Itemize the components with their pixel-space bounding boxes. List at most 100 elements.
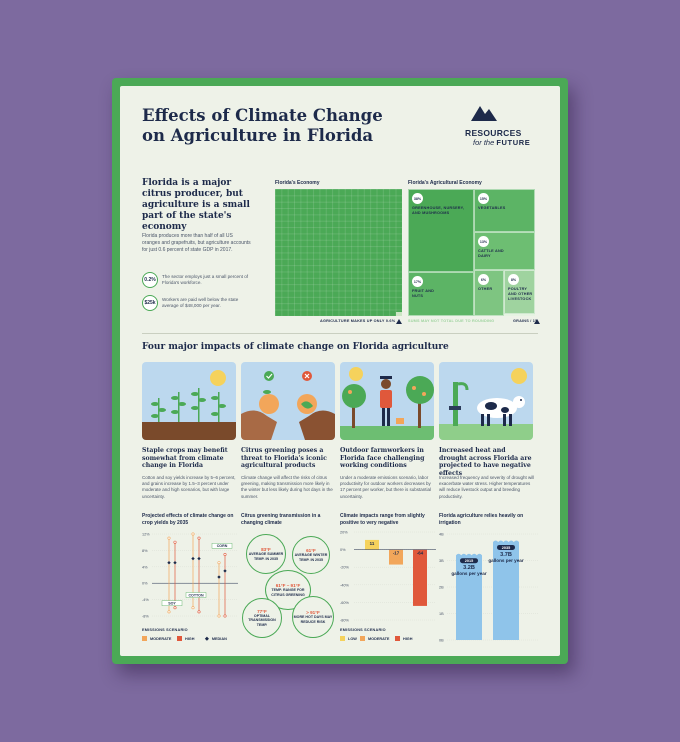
y-tick-label: 8% bbox=[142, 549, 148, 553]
range-end bbox=[197, 536, 201, 540]
low-swatch bbox=[340, 636, 345, 641]
triangle-up-icon bbox=[534, 319, 540, 324]
y-tick-label: 20% bbox=[340, 531, 348, 535]
year-label: 2015 bbox=[465, 559, 473, 563]
labor-legend-moderate: MODERATE bbox=[360, 636, 389, 641]
column-body: Cotton and soy yields increase by 5–6 pe… bbox=[142, 475, 236, 499]
drought-illustration bbox=[439, 362, 533, 440]
y-tick-label: 12% bbox=[142, 533, 150, 537]
column-subheading: Florida agriculture relies heavily on ir… bbox=[439, 513, 524, 526]
bar-value-label: 3.7B bbox=[500, 552, 512, 558]
mountain-icon bbox=[471, 106, 497, 121]
crop-legend-high: HIGH bbox=[177, 636, 195, 641]
column-body: Under a moderate emissions scenario, lab… bbox=[340, 475, 432, 499]
agriculture-share-square bbox=[396, 312, 402, 316]
economy-label: Florida's Economy bbox=[275, 180, 320, 186]
economy-note: AGRICULTURE MAKES UP ONLY 0.6% bbox=[320, 319, 396, 323]
labor-legend-high: HIGH bbox=[395, 636, 413, 641]
poster: Effects of Climate Change on Agriculture… bbox=[120, 86, 560, 656]
bar-value-label: 11 bbox=[370, 541, 375, 546]
range-end bbox=[167, 610, 171, 614]
ag-badge: 6% bbox=[478, 274, 489, 285]
ag-label: POULTRY AND OTHER LIVESTOCK bbox=[508, 287, 533, 301]
ag-economy-label: Florida's Agricultural Economy bbox=[408, 180, 482, 186]
poster-frame: Effects of Climate Change on Agriculture… bbox=[112, 78, 568, 664]
column-heading: Citrus greening poses a threat to Florid… bbox=[241, 447, 327, 469]
y-tick-label: 0B bbox=[439, 639, 444, 643]
bubble-optimal-temp: 77°F OPTIMAL TRANSMISSION TEMP. bbox=[242, 598, 282, 638]
y-tick-label: 4% bbox=[142, 565, 148, 569]
logo-line1: RESOURCES bbox=[465, 128, 522, 138]
bar bbox=[389, 549, 403, 565]
section1-heading: Florida is a major citrus producer, but … bbox=[142, 178, 250, 232]
median-marker bbox=[167, 561, 171, 565]
y-tick-label: 0% bbox=[340, 548, 346, 552]
bar-value-label: 3.2B bbox=[463, 565, 475, 571]
labor-legend-low: LOW bbox=[340, 636, 357, 641]
column-heading: Staple crops may benefit somewhat from c… bbox=[142, 447, 228, 469]
water-bar bbox=[493, 540, 519, 640]
y-tick-label: 2B bbox=[439, 586, 444, 590]
ag-badge: 13% bbox=[478, 236, 489, 247]
y-tick-label: -80% bbox=[340, 619, 349, 623]
stat-text: Workers are paid well below the state av… bbox=[162, 297, 239, 308]
column-body: Increased frequency and severity of drou… bbox=[439, 475, 535, 499]
ag-badge: 17% bbox=[412, 276, 423, 287]
crop-legend-median: ◆ MEDIAN bbox=[205, 636, 227, 642]
category-tag bbox=[161, 600, 183, 606]
section2-heading: Four major impacts of climate change on … bbox=[142, 342, 449, 352]
stat-badge: $25k bbox=[142, 295, 158, 311]
column-heading: Increased heat and drought across Florid… bbox=[439, 447, 532, 477]
crop-legend-title: EMISSIONS SCENARIO bbox=[142, 628, 188, 632]
bubble-hot-days: > 91°F MORE HOT DAYS MAY REDUCE RISK bbox=[292, 596, 334, 638]
ag-label: CATTLE AND DAIRY bbox=[478, 249, 504, 258]
rff-logo: RESOURCES for the FUTURE bbox=[465, 103, 550, 147]
water-bar bbox=[456, 553, 482, 640]
citrus-illustration bbox=[241, 362, 335, 440]
grains-note: GRAINS / 1% bbox=[513, 319, 539, 323]
ag-label: OTHER bbox=[478, 287, 493, 291]
column-subheading: Projected effects of climate change on c… bbox=[142, 513, 234, 526]
bubble-summer-temp: 83°F AVERAGE SUMMER TEMP. IN 2035 bbox=[246, 534, 286, 574]
bar bbox=[413, 549, 427, 606]
y-tick-label: -40% bbox=[340, 583, 349, 587]
range-end bbox=[173, 606, 177, 610]
y-tick-label: 0% bbox=[142, 582, 148, 586]
range-end bbox=[167, 536, 171, 540]
section1-body: Florida produces more than half of all U… bbox=[142, 233, 251, 253]
category-tag bbox=[185, 592, 207, 598]
median-marker bbox=[197, 556, 201, 561]
rounding-note: SUMS MAY NOT TOTAL DUE TO ROUNDING bbox=[408, 319, 495, 323]
labor-impact-chart: 20% 0% -20% -40% -60% -80% 11 -17 -64 bbox=[340, 531, 436, 623]
high-swatch bbox=[177, 636, 182, 641]
triangle-up-icon bbox=[396, 319, 402, 324]
economy-treemap bbox=[275, 189, 402, 316]
category-label: CORN bbox=[217, 544, 228, 548]
stat-text: The sector employs just a small percent … bbox=[162, 274, 249, 285]
y-tick-label: 1B bbox=[439, 612, 444, 616]
moderate-swatch bbox=[142, 636, 147, 641]
ag-badge: 38% bbox=[412, 193, 423, 204]
range-end bbox=[217, 614, 221, 618]
logo-line2: for the FUTURE bbox=[473, 138, 531, 147]
column-heading: Outdoor farmworkers in Florida face chal… bbox=[340, 447, 425, 469]
stat-employment: 0.2% The sector employs just a small per… bbox=[142, 272, 254, 288]
range-end bbox=[223, 614, 227, 618]
moderate-swatch bbox=[360, 636, 365, 641]
bar-unit-label: gallons per year bbox=[488, 558, 523, 563]
bar bbox=[365, 539, 379, 550]
stat-badge: 0.2% bbox=[142, 272, 158, 288]
ag-label: VEGETABLES bbox=[478, 206, 506, 210]
stat-wages: $25k Workers are paid well below the sta… bbox=[142, 295, 254, 311]
bar-value-label: -64 bbox=[417, 551, 424, 556]
year-label: 2035 bbox=[502, 546, 510, 550]
ag-label: GREENHOUSE, NURSERY, AND MUSHROOMS bbox=[412, 206, 465, 215]
y-tick-label: -60% bbox=[340, 601, 349, 605]
year-tag bbox=[497, 544, 515, 550]
y-tick-label: -20% bbox=[340, 566, 349, 570]
page-title: Effects of Climate Change on Agriculture… bbox=[142, 106, 383, 145]
crops-illustration bbox=[142, 362, 236, 440]
category-label: SOY bbox=[168, 602, 176, 606]
y-tick-label: -4% bbox=[142, 598, 149, 602]
